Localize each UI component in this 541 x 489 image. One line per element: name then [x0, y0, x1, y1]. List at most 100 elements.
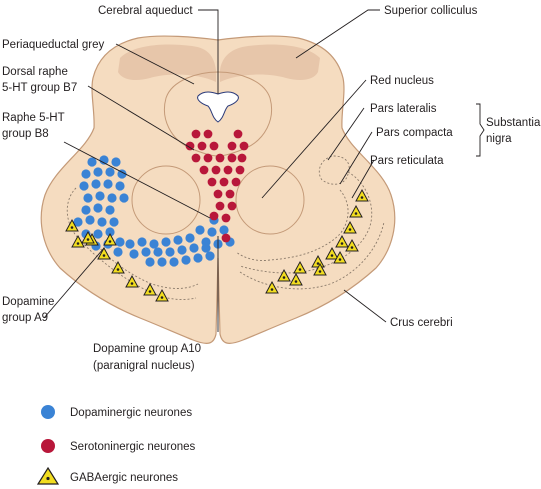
leader-red-nucleus [261, 79, 367, 199]
dopaminergic-neurone [93, 167, 103, 177]
serotoninergic-neurone [211, 165, 221, 175]
gabaergic-neurone-dot [354, 212, 358, 215]
legend-serotoninergic-label: Serotoninergic neurones [70, 441, 196, 453]
superior-colliculus-region [118, 44, 320, 82]
label-pars-compacta: Pars compacta [376, 127, 453, 139]
crus-cerebri-boundary [239, 221, 385, 290]
label-pars-lateralis: Pars lateralis [370, 103, 437, 115]
label-substantia-nigra-line2: nigra [486, 133, 512, 145]
label-superior-colliculus: Superior colliculus [384, 5, 478, 17]
gabaergic-neurone [103, 232, 117, 246]
gabaergic-neurone-dot [160, 296, 164, 299]
gabaergic-neurone-cluster [65, 188, 369, 302]
gabaergic-neurone-dot [316, 262, 320, 265]
dopaminergic-neurone [137, 237, 147, 247]
dopaminergic-neurone [105, 205, 115, 215]
serotoninergic-neurone [203, 153, 213, 163]
dopaminergic-neurone [185, 233, 195, 243]
gabaergic-neurone-dot [350, 246, 354, 249]
serotoninergic-neurone [225, 189, 235, 199]
dopaminergic-neurone [169, 257, 179, 267]
dopaminergic-neurone [161, 237, 171, 247]
dopaminergic-neurone [85, 215, 95, 225]
serotoninergic-neurone [233, 129, 243, 139]
legend-gabaergic-swatch [36, 466, 60, 485]
leader-cerebral-aqueduct [198, 9, 219, 94]
label-dopamine-a10-line2: (paranigral nucleus) [93, 360, 195, 372]
leader-periaqueductal-grey [115, 43, 195, 85]
dopaminergic-neurone [113, 247, 123, 257]
dopaminergic-neurone [109, 217, 119, 227]
dopaminergic-neurone [173, 235, 183, 245]
serotoninergic-neurone [221, 233, 231, 243]
dopaminergic-neurone-cluster [73, 155, 235, 267]
leader-lines [43, 9, 485, 332]
legend-serotoninergic-swatch [41, 439, 55, 453]
dopaminergic-neurone [91, 179, 101, 189]
dopaminergic-neurone [207, 227, 217, 237]
substantia-nigra-left-outline [66, 187, 197, 300]
legend-gabaergic-dot [46, 476, 50, 481]
dopaminergic-neurone [195, 225, 205, 235]
dopaminergic-neurone [141, 247, 151, 257]
dopaminergic-neurone [201, 237, 211, 247]
leader-pars-reticulata [351, 159, 375, 199]
serotoninergic-neurone [185, 141, 195, 151]
gabaergic-neurone-dot [298, 268, 302, 271]
gabaergic-neurone [343, 220, 357, 234]
label-cerebral-aqueduct: Cerebral aqueduct [98, 5, 193, 17]
gabaergic-neurone [143, 282, 157, 296]
leader-superior-colliculus [295, 9, 380, 59]
substantia-nigra-right-outline [239, 171, 373, 274]
label-raphe-b8-line2: group B8 [2, 128, 49, 140]
gabaergic-neurone-dot [294, 280, 298, 283]
label-dorsal-raphe-line2: 5-HT group B7 [2, 82, 77, 94]
gabaergic-neurone [345, 238, 359, 252]
gabaergic-neurone [97, 246, 111, 260]
legend-dopaminergic-swatch [41, 405, 55, 419]
serotoninergic-neurone [215, 201, 225, 211]
dopaminergic-neurone [97, 217, 107, 227]
serotoninergic-neurone [207, 177, 217, 187]
dopaminergic-neurone [165, 247, 175, 257]
legend-dopaminergic-label: Dopaminergic neurones [70, 407, 192, 419]
gabaergic-neurone [293, 260, 307, 274]
gabaergic-neurone-dot [148, 290, 152, 293]
dopaminergic-neurone [103, 179, 113, 189]
gabaergic-neurone-dot [270, 288, 274, 291]
gabaergic-neurone [277, 268, 291, 282]
dopaminergic-neurone [115, 237, 125, 247]
label-raphe-b8-line1: Raphe 5-HT [2, 112, 65, 124]
gabaergic-neurone [349, 204, 363, 218]
dopaminergic-neurone [193, 253, 203, 263]
dopaminergic-neurone [105, 167, 115, 177]
gabaergic-neurone [313, 262, 327, 276]
label-pars-reticulata: Pars reticulata [370, 155, 444, 167]
gabaergic-neurone-dot [102, 254, 106, 257]
serotoninergic-neurone [237, 153, 247, 163]
legend: Dopaminergic neurones Serotoninergic neu… [36, 405, 196, 485]
dopaminergic-neurone [95, 191, 105, 201]
gabaergic-neurone-dot [318, 270, 322, 273]
gabaergic-neurone [289, 272, 303, 286]
dopaminergic-neurone [219, 225, 229, 235]
gabaergic-neurone-dot [76, 242, 80, 245]
serotoninergic-neurone [221, 213, 231, 223]
dopaminergic-neurone [177, 245, 187, 255]
dopaminergic-neurone [79, 181, 89, 191]
substantia-nigra-bracket [476, 103, 485, 157]
serotoninergic-neurone [231, 177, 241, 187]
gabaergic-neurone-dot [340, 242, 344, 245]
dopaminergic-neurone [81, 205, 91, 215]
gabaergic-neurone [71, 234, 85, 248]
serotoninergic-neurone [227, 153, 237, 163]
leader-raphe-b8 [63, 141, 211, 219]
gabaergic-neurone [325, 246, 339, 260]
dopaminergic-neurone [181, 255, 191, 265]
red-nucleus-right [235, 165, 305, 235]
gabaergic-neurone-dot [70, 226, 74, 229]
leader-dopamine-a9 [43, 247, 105, 319]
dopaminergic-neurone [87, 157, 97, 167]
gabaergic-neurone [125, 274, 139, 288]
